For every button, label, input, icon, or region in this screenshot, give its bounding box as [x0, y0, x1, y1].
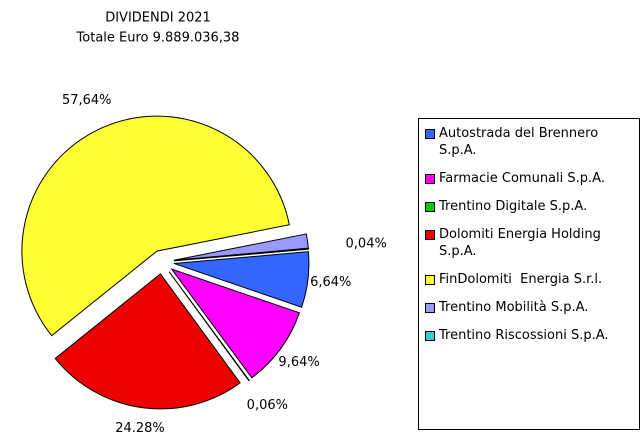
slice-label: 57,64% [62, 93, 112, 108]
chart-title: DIVIDENDI 2021 [105, 11, 211, 26]
pie-slice [54, 273, 241, 410]
legend-label: Farmacie Comunali S.p.A. [439, 171, 605, 186]
pie-slice [21, 115, 290, 337]
legend-swatch [425, 303, 435, 313]
pie-slice [173, 248, 309, 262]
legend-swatch [425, 129, 435, 139]
legend-item: Trentino Riscossioni S.p.A. [425, 327, 635, 344]
slice-label: 6,64% [310, 275, 351, 290]
slice-label: 0,04% [346, 236, 387, 251]
legend-item: Trentino Mobilità S.p.A. [425, 299, 635, 316]
legend-label: Trentino Riscossioni S.p.A. [439, 328, 609, 343]
legend-swatch [425, 275, 435, 285]
legend-swatch [425, 174, 435, 184]
legend-label: FinDolomiti Energia S.r.l. [439, 272, 603, 287]
legend-item: Farmacie Comunali S.p.A. [425, 170, 635, 187]
legend: Autostrada del Brennero S.p.A. Farmacie C… [418, 118, 640, 430]
legend-item: Autostrada del Brennero S.p.A. [425, 125, 635, 159]
pie-slice [168, 271, 250, 382]
pie-slice [173, 251, 310, 308]
legend-item: FinDolomiti Energia S.r.l. [425, 271, 635, 288]
slice-label: 9,64% [278, 355, 319, 370]
legend-label: Dolomiti Energia Holding S.p.A. [439, 227, 606, 259]
legend-swatch [425, 230, 435, 240]
legend-label: Trentino Digitale S.p.A. [439, 199, 588, 214]
legend-label: Trentino Mobilità S.p.A. [439, 300, 589, 315]
legend-item: Dolomiti Energia Holding S.p.A. [425, 226, 635, 260]
legend-item: Trentino Digitale S.p.A. [425, 198, 635, 215]
chart-subtitle: Totale Euro 9.889.036,38 [76, 31, 240, 46]
legend-label: Autostrada del Brennero S.p.A. [439, 126, 603, 158]
pie-slice [173, 233, 309, 261]
legend-swatch [425, 202, 435, 212]
legend-swatch [425, 331, 435, 341]
slice-label: 24.28% [115, 421, 165, 436]
slice-label: 0,06% [247, 398, 288, 413]
pie-slice [170, 268, 301, 379]
